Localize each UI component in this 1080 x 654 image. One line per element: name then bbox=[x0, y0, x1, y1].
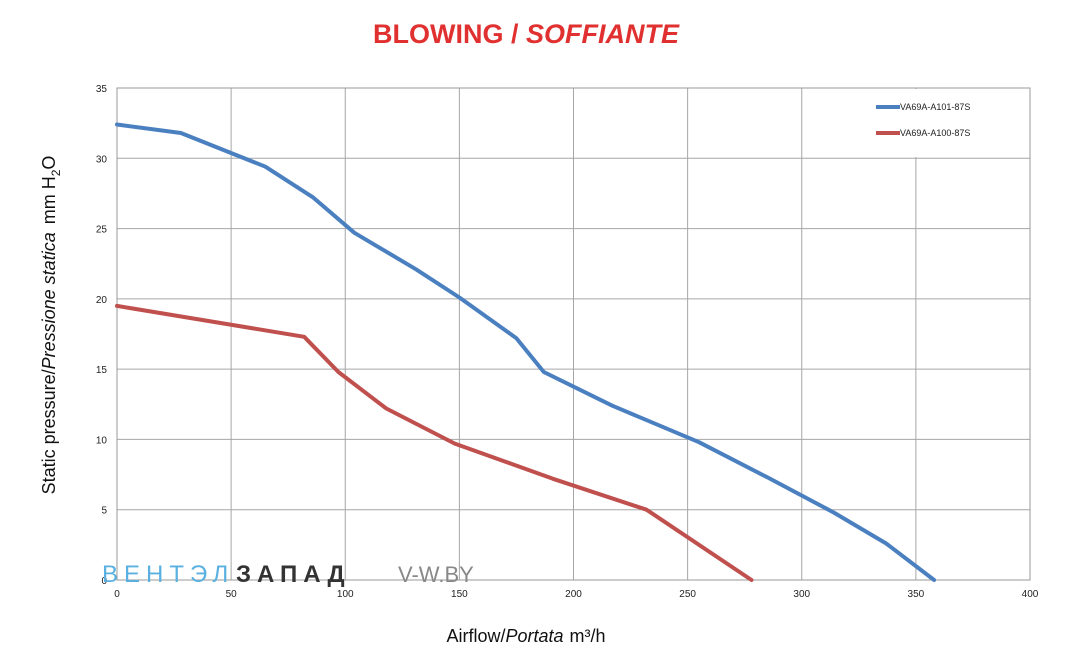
series-group bbox=[115, 122, 937, 582]
watermark-part2: ЗАПАД bbox=[236, 561, 351, 588]
y-tick-label: 10 bbox=[96, 435, 108, 446]
x-tick-label: 200 bbox=[565, 589, 582, 600]
y-tick-labels: 0 5 10 15 20 25 30 35 bbox=[96, 84, 108, 587]
series-line-1 bbox=[115, 122, 937, 582]
x-tick-label: 100 bbox=[337, 589, 354, 600]
x-tick-label: 400 bbox=[1022, 589, 1039, 600]
y-tick-label: 15 bbox=[96, 365, 108, 376]
y-tick-label: 35 bbox=[96, 84, 108, 95]
legend-box bbox=[856, 89, 1029, 157]
legend-label-2: VA69A-A100-87S bbox=[900, 128, 970, 138]
watermark: ВЕНТЭЛ ЗАПАД V-W.BY bbox=[102, 561, 474, 588]
y-tick-label: 25 bbox=[96, 225, 108, 236]
legend: VA69A-A101-87S VA69A-A100-87S bbox=[856, 89, 1029, 157]
plot-frame bbox=[116, 87, 1031, 581]
x-tick-label: 350 bbox=[908, 589, 925, 600]
x-axis-label: Airflow/Portata m³/h bbox=[446, 626, 605, 646]
watermark-part1: ВЕНТЭЛ bbox=[102, 561, 234, 588]
x-tick-labels: 0 50 100 150 200 250 300 350 400 bbox=[114, 589, 1039, 600]
x-tick-label: 250 bbox=[679, 589, 696, 600]
y-tick-label: 0 bbox=[101, 576, 107, 587]
x-tick-label: 50 bbox=[226, 589, 238, 600]
x-tick-label: 150 bbox=[451, 589, 468, 600]
y-tick-label: 30 bbox=[96, 154, 108, 165]
y-axis-label: Static pressure/Pressione staticamm H2O bbox=[39, 156, 63, 495]
x-tick-label: 0 bbox=[114, 589, 120, 600]
series-line-2 bbox=[115, 303, 754, 582]
chart-title: BLOWING / SOFFIANTE bbox=[373, 19, 680, 49]
legend-label-1: VA69A-A101-87S bbox=[900, 102, 970, 112]
watermark-part3: V-W.BY bbox=[398, 562, 474, 587]
y-tick-label: 20 bbox=[96, 295, 108, 306]
x-tick-label: 300 bbox=[793, 589, 810, 600]
y-tick-label: 5 bbox=[101, 506, 107, 517]
